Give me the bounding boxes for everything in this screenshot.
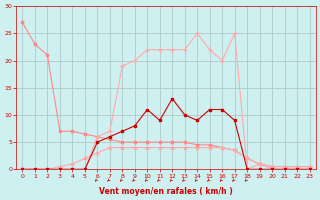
X-axis label: Vent moyen/en rafales ( km/h ): Vent moyen/en rafales ( km/h ) bbox=[99, 187, 233, 196]
